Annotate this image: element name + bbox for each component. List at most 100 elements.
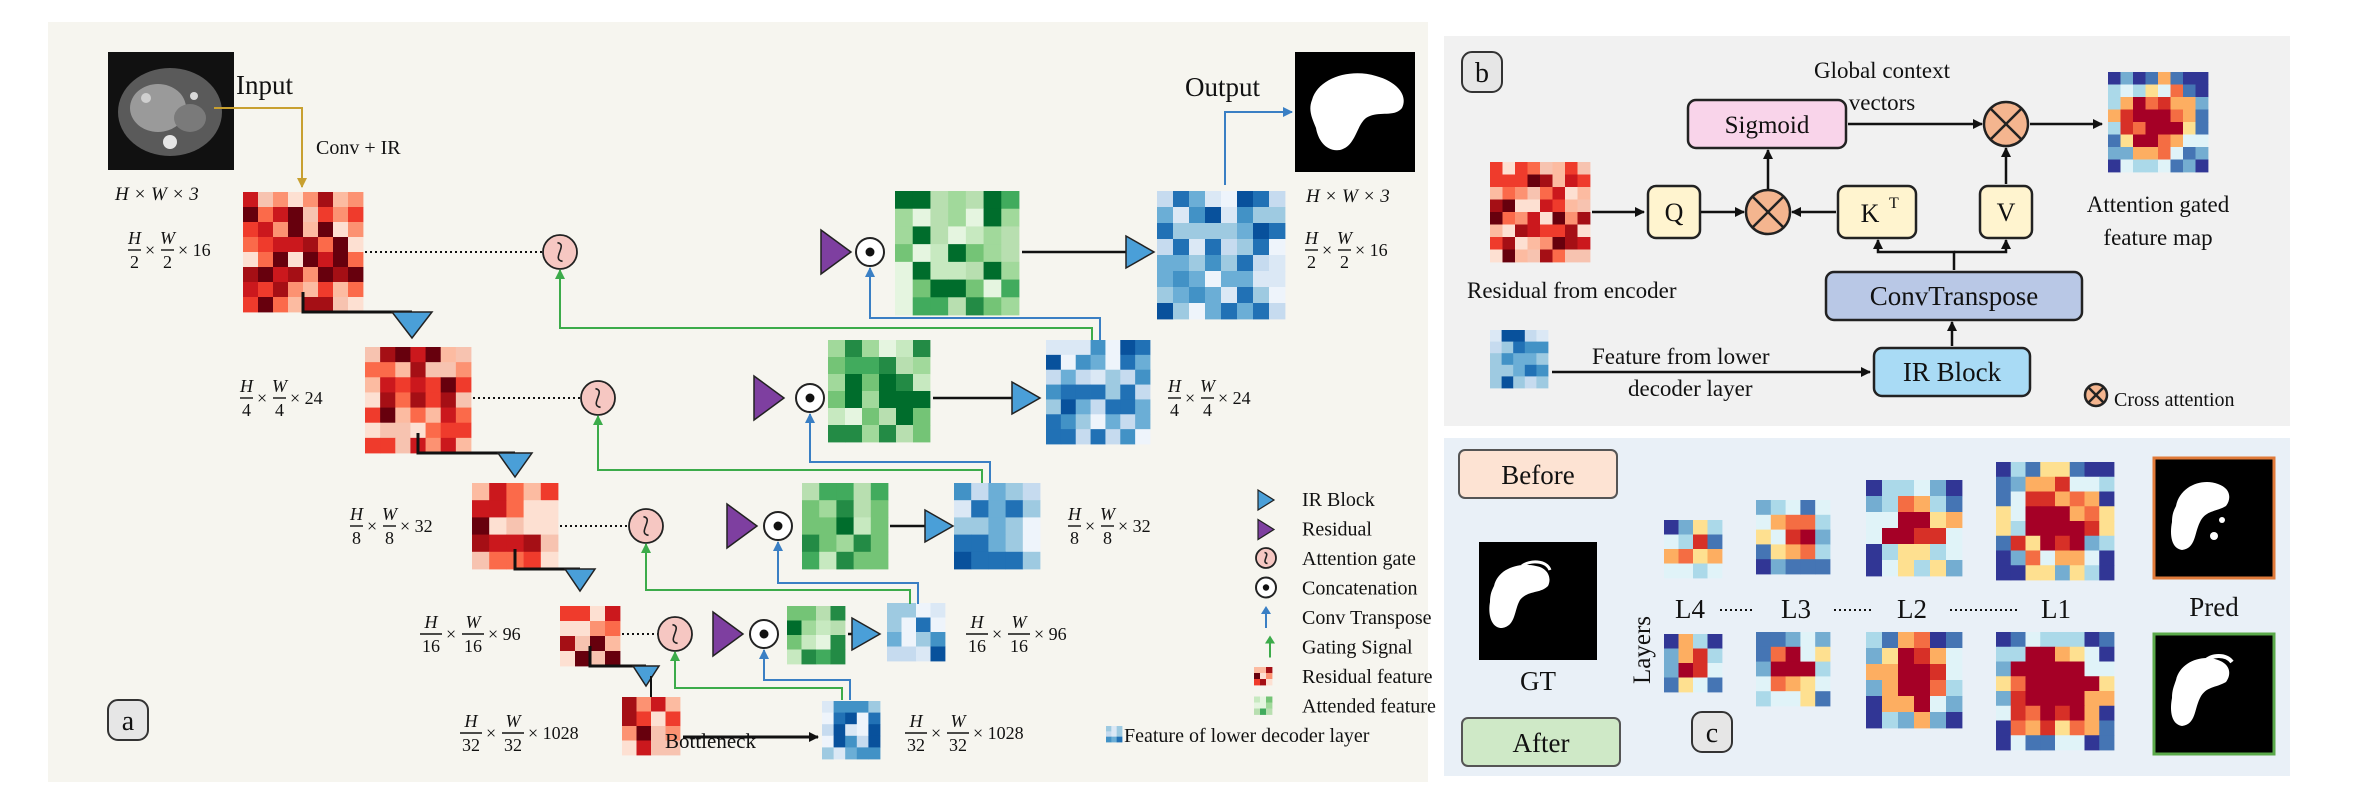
ir-block-up-icon-3 [924,508,955,544]
ir-block-up-icon-1 [1125,234,1156,270]
svg-text:2: 2 [163,252,172,272]
input-ct-image [108,52,234,170]
svg-text:8: 8 [385,528,394,548]
gating-signal-arrow-2 [593,415,983,483]
kt-label: K [1861,199,1880,228]
svg-text:H: H [127,228,142,248]
svg-text:8: 8 [1103,528,1112,548]
svg-text:16: 16 [422,636,440,656]
conv-transpose-arrow-2 [805,413,991,483]
attended-feature-icon [1254,696,1273,715]
before-layer-map-L3 [1866,480,1963,577]
sigmoid-block [1686,98,1848,150]
ir-block-up-icon-4 [851,616,882,652]
legend-text-4: Concatenation [1302,578,1418,600]
legend-item-2: Residual [1257,518,1372,541]
gating-signal-arrow-1 [555,269,1093,340]
panel-b-graph [1490,72,2209,408]
output-arrow [1224,107,1293,185]
legend-item-6: Gating Signal [1265,635,1413,659]
panel-a: Input H × W × 3 Conv + IR Output H × W ×… [48,22,1436,782]
svg-text:×: × [1322,240,1332,260]
output-dims: H × W × 3 [1305,186,1390,207]
dims-level-3-right: H 8 ×W 8 × 32 [1067,504,1151,548]
kt-block [1836,184,1918,240]
dims-level-4-right: H 16 × W 16 × 96 [966,612,1067,656]
convtranspose-label: ConvTranspose [1870,281,2039,311]
cross-attention-icon-qk [1744,188,1792,236]
svg-text:×: × [446,624,456,644]
attention-gate-icon-4 [657,616,693,652]
dims-level-2-left: H 4 ×W 4 × 24 [239,376,323,420]
layer-label-L4: L4 [1675,594,1705,624]
legend-concat-shape [1255,576,1277,599]
before-layer-map-L2 [1756,500,1831,575]
legend-text-7: Residual feature [1302,666,1433,688]
after-layer-map-L3 [1866,632,1963,729]
svg-text:8: 8 [352,528,361,548]
decoder-feature-map-5 [822,701,881,760]
dims-level-2-right: H 4 ×W 4 × 24 [1167,376,1251,420]
svg-text:H: H [239,376,254,396]
attended-feature-map-1 [895,191,1020,316]
dims-level-3-left: H 8 ×W 8 × 32 [349,504,433,548]
svg-text:× 1028: × 1028 [973,723,1024,743]
ir-block-label: IR Block [1903,357,2002,387]
decoder-feature-map-2 [1046,340,1151,445]
attention-gate-icon-2 [580,380,616,416]
legend-text-3: Attention gate [1302,548,1416,570]
dims-level-1-right: H 2 ×W 2 × 16 [1304,228,1388,272]
pred-label: Pred [2189,592,2239,622]
downsample-path-3 [513,549,580,571]
attention-gate-icon-1 [542,234,578,270]
ir-block-down-icon-2 [496,452,534,479]
residual-icon-1 [820,228,853,276]
residual-icon-2 [753,374,786,422]
svg-text:×: × [1085,516,1095,536]
legend-item-8: Attended feature [1254,696,1436,718]
svg-text:32: 32 [949,735,967,755]
gating-signal-arrow-4 [670,651,843,700]
attended-feature-map-2 [828,340,931,443]
bottleneck-label: Bottleneck [665,729,756,753]
svg-text:W: W [160,228,177,248]
kt-superscript: T [1889,195,1899,212]
svg-text:2: 2 [130,252,139,272]
conv-transpose-arrow-4 [759,649,851,700]
decoder-feature-map-3 [954,483,1041,570]
svg-text:H: H [349,504,364,524]
ir-block-up-icon-2 [1011,380,1042,416]
after-label: After [1513,728,1570,758]
attention-gated-feature-map [2108,72,2209,173]
svg-text:8: 8 [1070,528,1079,548]
svg-text:× 96: × 96 [1034,624,1067,644]
attended-feature-map-4 [787,606,846,665]
before-layer-map-L1 [1664,520,1723,579]
conv-transpose-icon [1261,606,1271,628]
layers-label: Layers [1629,616,1656,684]
concatenation-icon-4 [749,619,779,649]
residual-feature-icon [1254,667,1273,686]
svg-text:×: × [486,723,496,743]
vectors-label: vectors [1849,90,1915,115]
lower-decoder-feature-icon [1106,726,1123,743]
feature-from-lower-line1: Feature from lower [1592,344,1770,369]
attention-gated-line2: feature map [2103,225,2212,250]
svg-text:2: 2 [1340,252,1349,272]
svg-text:×: × [931,723,941,743]
output-label: Output [1185,72,1261,102]
svg-text:W: W [506,711,523,731]
svg-text:16: 16 [968,636,986,656]
legend-item-4: Concatenation [1255,576,1418,600]
attention-gate-icon [1255,547,1277,569]
downsample-path-2 [416,433,515,455]
svg-text:32: 32 [462,735,480,755]
panel-a-label-box [107,699,149,741]
svg-text:×: × [257,388,267,408]
q-block [1646,184,1702,240]
panel-b: b Global context vectors Sigmoid Q K T V… [1444,36,2290,426]
ir-block-down-icon-4 [631,665,661,688]
legend-gate-shape [1255,547,1277,569]
